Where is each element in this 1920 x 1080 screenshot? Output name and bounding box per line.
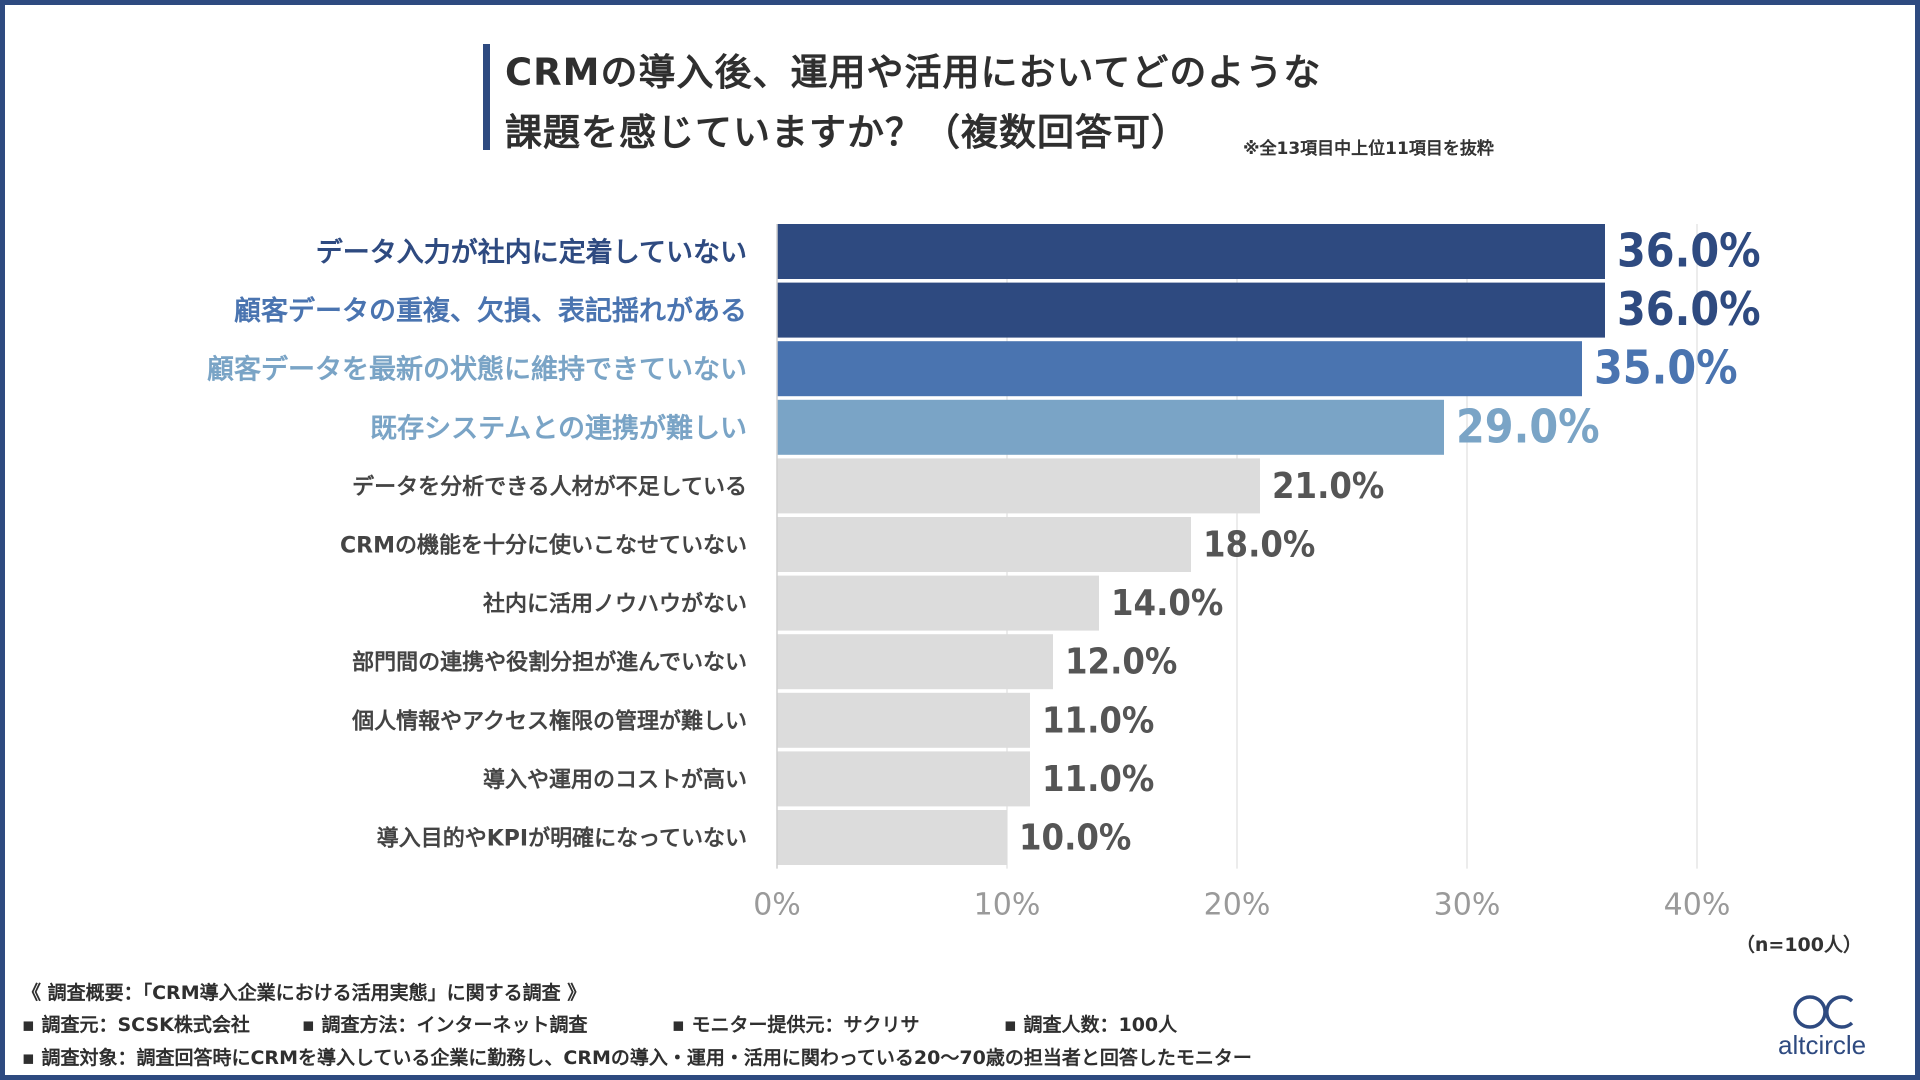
category-label: 社内に活用ノウハウがない [483, 591, 747, 617]
chart-title-line-1: CRMの導入後、運用や活用においてどのような [505, 51, 1322, 94]
value-label: 36.0% [1617, 282, 1761, 336]
x-tick-label: 40% [1664, 888, 1731, 923]
x-tick-label: 30% [1434, 888, 1501, 923]
survey-summary: 《 調査概要：「CRM導入企業における活用実態」に関する調査 》 [22, 982, 587, 1004]
bar [777, 810, 1007, 865]
category-label: データ入力が社内に定着していない [316, 237, 747, 269]
survey-sample-count: ▪ 調査人数：100人 [1004, 1014, 1178, 1036]
bar [777, 458, 1260, 514]
sample-size: （n=100人） [1735, 934, 1862, 956]
bar [777, 341, 1582, 397]
x-tick-label: 20% [1204, 888, 1271, 923]
survey-method: ▪ 調査方法：インターネット調査 [302, 1014, 588, 1036]
value-label: 10.0% [1019, 818, 1131, 859]
altcircle-logo-text: altcircle [1778, 1030, 1867, 1060]
bar [777, 517, 1191, 572]
category-label: CRMの機能を十分に使いこなせていない [340, 533, 747, 559]
x-tick-label: 10% [974, 888, 1041, 923]
value-label: 11.0% [1042, 700, 1154, 741]
value-label: 18.0% [1203, 525, 1315, 566]
bar [777, 634, 1053, 690]
survey-monitor-provider: ▪ モニター提供元：サクリサ [672, 1014, 920, 1036]
x-tick-label: 0% [753, 888, 801, 923]
category-label: 個人情報やアクセス権限の管理が難しい [351, 708, 747, 734]
bar [777, 224, 1605, 279]
value-label: 11.0% [1042, 759, 1154, 800]
category-label: 部門間の連携や役割分担が進んでいない [352, 650, 747, 676]
value-label: 14.0% [1111, 583, 1223, 624]
bar [777, 751, 1030, 807]
category-label: 顧客データを最新の状態に維持できていない [207, 354, 747, 386]
category-label: 既存システムとの連携が難しい [370, 412, 747, 444]
survey-target: ▪ 調査対象：調査回答時にCRMを導入している企業に勤務し、CRMの導入・運用・… [22, 1047, 1252, 1069]
category-label: データを分析できる人材が不足している [352, 474, 747, 500]
chart-title-line-2: 課題を感じていますか？（複数回答可） [505, 111, 1189, 154]
value-label: 12.0% [1065, 642, 1177, 683]
bar [777, 692, 1030, 748]
category-label: 導入目的やKPIが明確になっていない [377, 826, 747, 852]
title-note: ※全13項目中上位11項目を抜粋 [1243, 139, 1494, 159]
value-label: 29.0% [1456, 399, 1600, 453]
bar [777, 575, 1099, 631]
bar [777, 282, 1605, 338]
category-label: 顧客データの重複、欠損、表記揺れがある [234, 295, 747, 327]
value-label: 35.0% [1594, 341, 1738, 395]
survey-source: ▪ 調査元：SCSK株式会社 [22, 1014, 250, 1036]
value-label: 21.0% [1272, 466, 1384, 507]
category-label: 導入や運用のコストが高い [483, 767, 747, 793]
value-label: 36.0% [1617, 224, 1761, 278]
title-accent-bar [483, 44, 490, 150]
altcircle-logo-icon [1793, 995, 1854, 1029]
bar [777, 399, 1444, 455]
